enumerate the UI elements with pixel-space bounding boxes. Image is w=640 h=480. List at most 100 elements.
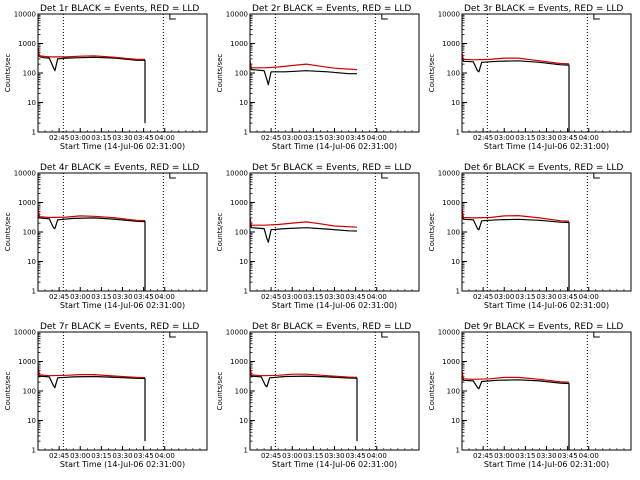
detector-plot-2: Det 2r BLACK = Events, RED = LLD 1 10 100 10… (216, 4, 420, 151)
detector-plot-3: Det 3r BLACK = Events, RED = LLD 1 10 100 10… (428, 4, 632, 151)
x-tick-label: 03:00 (70, 452, 90, 460)
x-tick-label: 04:00 (367, 134, 387, 142)
y-axis-label: Counts/sec (4, 213, 12, 252)
events-series-line (37, 207, 146, 291)
y-tick-label: 10000 (438, 11, 460, 19)
detector-plot-1: Det 1r BLACK = Events, RED = LLD 1 10 100 10… (4, 4, 208, 151)
x-tick-label: 03:00 (494, 452, 514, 460)
y-tick-label: 100 (447, 388, 460, 396)
lld-series-line (461, 53, 570, 65)
y-axis-label: Counts/sec (4, 372, 12, 411)
lld-series-line (249, 366, 358, 378)
y-tick-label: 1 (244, 288, 248, 296)
y-tick-label: 1000 (230, 358, 248, 366)
plot-frame (249, 331, 420, 451)
top-marker (381, 332, 388, 338)
detector-plot-9: Det 9r BLACK = Events, RED = LLD 1 10 100 10… (428, 322, 632, 469)
y-tick-label: 10 (451, 99, 460, 107)
x-tick-label: 04:00 (579, 452, 599, 460)
lld-series-line (37, 47, 145, 60)
x-tick-label: 02:45 (473, 293, 493, 301)
x-tick-label: 03:30 (112, 293, 132, 301)
x-tick-label: 04:00 (155, 293, 175, 301)
top-marker (381, 173, 388, 179)
x-tick-label: 03:00 (70, 134, 90, 142)
x-tick-label: 04:00 (367, 452, 387, 460)
x-tick-label: 02:45 (261, 293, 281, 301)
y-tick-label: 10 (239, 258, 248, 266)
x-axis-label: Start Time (14-Jul-06 02:31:00) (60, 301, 185, 310)
plot-title: Det 3r BLACK = Events, RED = LLD (464, 4, 623, 14)
y-tick-label: 1 (456, 129, 460, 137)
x-tick-label: 03:45 (558, 452, 578, 460)
x-tick-label: 03:30 (536, 293, 556, 301)
y-tick-label: 10 (27, 417, 36, 425)
x-tick-label: 02:45 (473, 134, 493, 142)
y-tick-label: 10 (239, 99, 248, 107)
y-tick-label: 100 (235, 229, 248, 237)
y-axis-label: Counts/sec (216, 54, 224, 93)
lld-series-line (249, 60, 358, 71)
y-tick-label: 10000 (14, 170, 36, 178)
x-tick-label: 03:45 (558, 134, 578, 142)
events-series-line (249, 217, 358, 243)
y-tick-label: 10 (27, 258, 36, 266)
x-tick-label: 03:00 (282, 134, 302, 142)
x-tick-label: 03:45 (134, 293, 154, 301)
y-tick-label: 1000 (18, 40, 36, 48)
y-tick-label: 1000 (230, 199, 248, 207)
x-tick-label: 02:45 (49, 293, 69, 301)
top-marker (381, 14, 388, 20)
x-tick-label: 03:30 (536, 452, 556, 460)
x-tick-label: 04:00 (155, 452, 175, 460)
y-tick-label: 10 (239, 417, 248, 425)
lld-series-line (37, 366, 146, 379)
x-tick-label: 03:00 (282, 452, 302, 460)
events-series-line (37, 366, 146, 442)
plot-title: Det 5r BLACK = Events, RED = LLD (252, 163, 411, 173)
events-series-line (461, 53, 570, 132)
x-tick-label: 03:15 (303, 452, 323, 460)
y-axis-label: Counts/sec (428, 54, 436, 93)
y-tick-label: 100 (235, 388, 248, 396)
x-tick-label: 03:45 (346, 452, 366, 460)
y-tick-label: 10000 (14, 329, 36, 337)
detector-plot-7: Det 7r BLACK = Events, RED = LLD 1 10 100 10… (4, 322, 208, 469)
lld-series-line (461, 208, 570, 222)
plot-title: Det 2r BLACK = Events, RED = LLD (252, 4, 411, 14)
plot-frame (249, 172, 420, 292)
x-tick-label: 03:45 (346, 134, 366, 142)
detector-plot-4: Det 4r BLACK = Events, RED = LLD 1 10 100 10… (4, 163, 208, 310)
x-tick-label: 03:15 (303, 134, 323, 142)
x-axis-label: Start Time (14-Jul-06 02:31:00) (60, 142, 185, 151)
plot-frame (37, 13, 208, 133)
x-tick-label: 03:30 (536, 134, 556, 142)
plot-frame (37, 331, 208, 451)
y-axis-label: Counts/sec (216, 213, 224, 252)
x-tick-label: 03:00 (282, 293, 302, 301)
x-tick-label: 03:15 (303, 293, 323, 301)
x-tick-label: 03:45 (346, 293, 366, 301)
x-tick-label: 03:30 (324, 134, 344, 142)
x-tick-label: 04:00 (579, 293, 599, 301)
y-tick-label: 1000 (442, 358, 460, 366)
x-axis-label: Start Time (14-Jul-06 02:31:00) (60, 460, 185, 469)
top-marker (169, 173, 176, 179)
x-tick-label: 04:00 (579, 134, 599, 142)
plot-title: Det 8r BLACK = Events, RED = LLD (252, 322, 411, 332)
top-marker (169, 14, 176, 20)
x-tick-label: 03:30 (324, 452, 344, 460)
y-axis-label: Counts/sec (4, 54, 12, 93)
x-tick-label: 03:15 (515, 134, 535, 142)
y-tick-label: 100 (23, 229, 36, 237)
y-tick-label: 1 (244, 129, 248, 137)
y-tick-label: 1 (32, 129, 36, 137)
x-tick-label: 03:15 (91, 293, 111, 301)
plot-frame (461, 172, 632, 292)
plot-frame (461, 331, 632, 451)
x-tick-label: 03:15 (91, 452, 111, 460)
y-tick-label: 100 (23, 388, 36, 396)
plot-frame (461, 13, 632, 133)
plot-title: Det 9r BLACK = Events, RED = LLD (464, 322, 623, 332)
